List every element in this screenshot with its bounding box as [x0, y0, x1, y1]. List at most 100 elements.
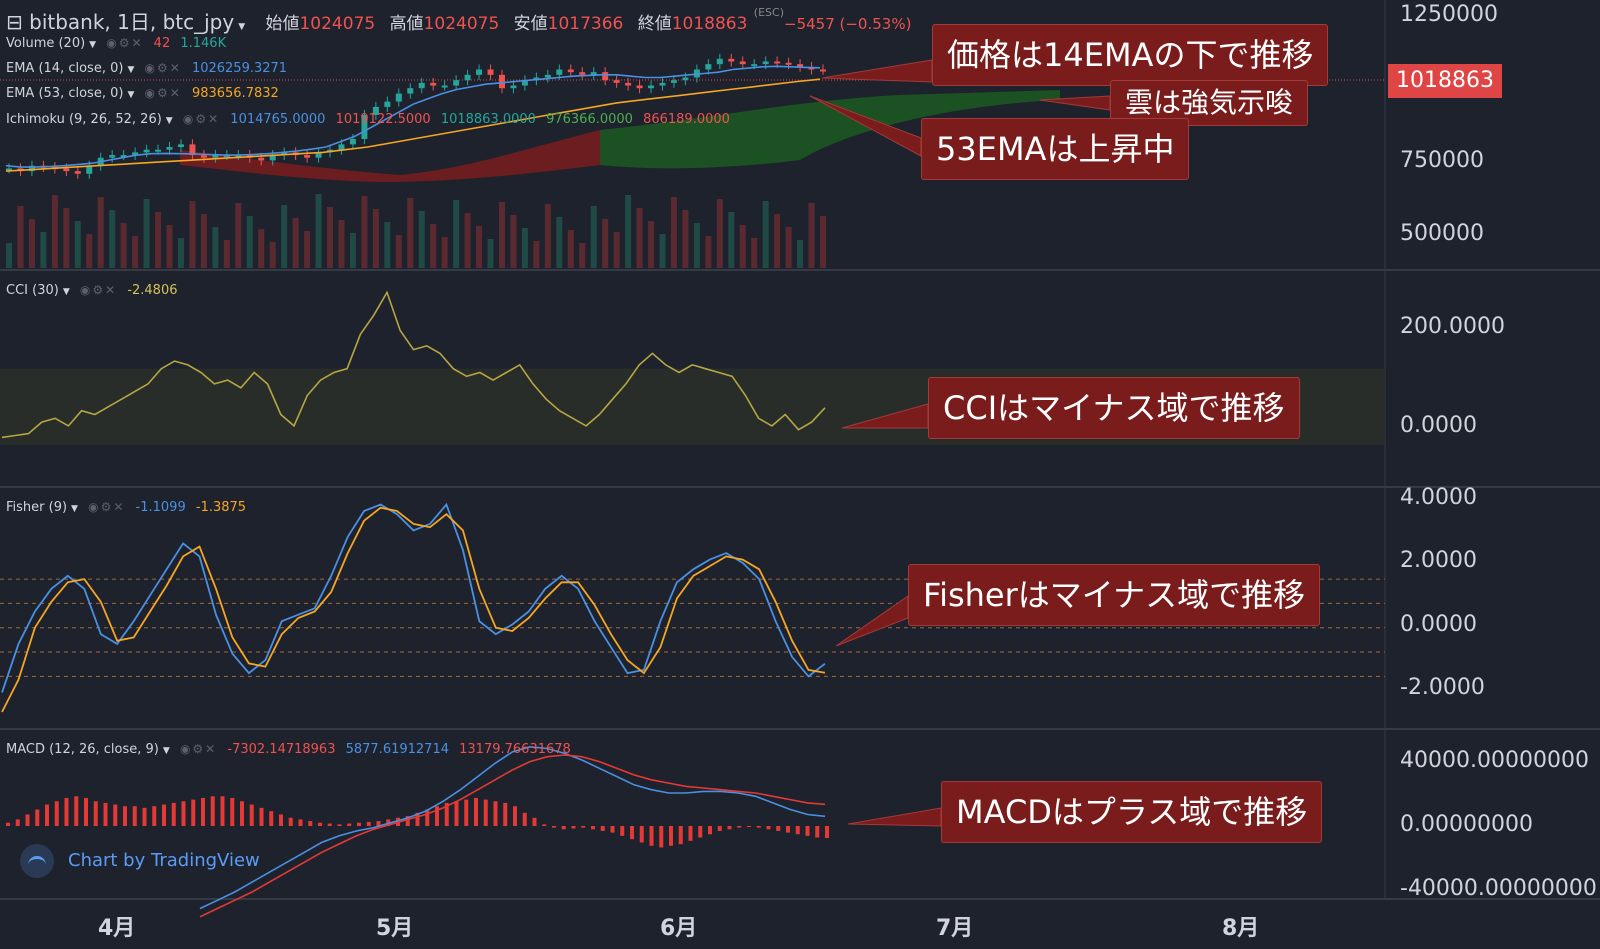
volume-bar	[17, 206, 24, 268]
chevron-down-icon[interactable]: ▼	[127, 90, 135, 100]
candle-body	[86, 165, 93, 174]
candle-body	[281, 152, 288, 156]
candle-body	[762, 61, 769, 65]
volume-bar	[625, 195, 632, 268]
settings-icons[interactable]: ◉⚙✕	[106, 36, 144, 50]
chevron-down-icon[interactable]: ▼	[71, 504, 78, 514]
change-value: −5457 (−0.53%)	[784, 15, 912, 33]
legend-value: -1.3875	[195, 500, 247, 515]
candle-body	[785, 62, 792, 65]
settings-icons[interactable]: ◉⚙✕	[179, 742, 218, 756]
candle-body	[648, 85, 655, 89]
volume-bar	[693, 223, 700, 268]
legend-value: 1019122.5000	[335, 112, 431, 127]
chevron-down-icon[interactable]: ▼	[89, 40, 97, 50]
ichimoku-legend[interactable]: Ichimoku (9, 26, 52, 26) ▼ ◉⚙✕ 1014765.00…	[6, 112, 730, 127]
volume-bar	[74, 221, 81, 268]
candle-body	[189, 144, 196, 156]
candle-body	[441, 85, 448, 88]
symbol-legend[interactable]: ⊟ bitbank, 1日, btc_jpy ▼ 始値1024075 高値1024…	[6, 6, 911, 35]
volume-bar	[166, 225, 173, 268]
x-tick-label: 5月	[376, 916, 414, 941]
macd-histogram-bar	[415, 812, 420, 826]
settings-icons[interactable]: ◉⚙✕	[88, 500, 126, 514]
chevron-down-icon[interactable]: ▼	[238, 22, 246, 32]
macd-histogram-bar	[357, 822, 361, 826]
volume-bar	[464, 213, 471, 268]
macd-legend[interactable]: MACD (12, 26, close, 9) ▼ ◉⚙✕ -7302.14718…	[6, 742, 571, 757]
settings-icons[interactable]: ◉⚙✕	[182, 112, 221, 126]
macd-histogram-bar	[279, 814, 283, 826]
ichimoku-cloud-bear	[180, 130, 600, 182]
macd-histogram-bar	[54, 801, 59, 826]
macd-histogram-bar	[727, 826, 732, 830]
ema14-legend[interactable]: EMA (14, close, 0) ▼ ◉⚙✕ 1026259.3271	[6, 61, 287, 76]
x-tick-label: 7月	[936, 916, 974, 941]
tradingview-branding[interactable]: Chart by TradingView	[20, 844, 260, 878]
candle-body	[177, 144, 184, 148]
volume-legend[interactable]: Volume (20) ▼ ◉⚙✕ 42 1.146K	[6, 36, 226, 51]
volume-bar	[613, 232, 620, 268]
candle-body	[109, 155, 116, 158]
macd-histogram-bar	[747, 826, 751, 827]
candle-body	[590, 72, 597, 75]
volume-bar	[223, 240, 230, 268]
fisher-legend[interactable]: Fisher (9) ▼ ◉⚙✕ -1.1099 -1.3875	[6, 500, 246, 515]
candle-body	[521, 80, 528, 86]
macd-histogram-bar	[220, 796, 225, 826]
volume-bar	[636, 208, 643, 268]
ichimoku-cloud-bull	[600, 90, 1060, 169]
macd-histogram-bar	[210, 796, 215, 826]
volume-bar	[533, 241, 540, 268]
candle-body	[774, 61, 781, 64]
candle-body	[453, 80, 460, 86]
settings-icons[interactable]: ◉⚙✕	[144, 86, 182, 100]
y-tick-label: 0.0000	[1400, 612, 1477, 637]
y-tick-label: 40000.00000000	[1400, 748, 1589, 773]
candle-body	[74, 171, 81, 174]
macd-histogram-bar	[669, 826, 673, 846]
y-tick-label: 200.0000	[1400, 314, 1505, 339]
macd-histogram-bar	[737, 826, 742, 828]
macd-histogram-bar	[123, 806, 127, 826]
settings-icons[interactable]: ◉⚙✕	[144, 61, 182, 75]
macd-histogram-bar	[425, 809, 430, 826]
legend-value: -1.1099	[135, 500, 186, 515]
low-label: 安値	[513, 14, 548, 34]
macd-histogram-bar	[649, 826, 654, 846]
macd-histogram-bar	[542, 824, 547, 826]
macd-histogram-bar	[766, 826, 771, 830]
macd-histogram-bar	[464, 799, 469, 826]
cci-legend[interactable]: CCI (30) ▼ ◉⚙✕ -2.4806	[6, 283, 178, 298]
volume-bar	[258, 229, 265, 268]
legend-value: 1014765.0000	[230, 112, 326, 127]
volume-bar	[441, 237, 448, 268]
legend-value: 1018863.0000	[440, 112, 536, 127]
macd-histogram-bar	[152, 806, 157, 826]
volume-bar	[28, 219, 35, 268]
legend-value: 42	[153, 36, 171, 51]
volume-bar	[246, 216, 253, 268]
settings-icons[interactable]: ◉⚙✕	[79, 283, 118, 297]
volume-bar	[155, 212, 162, 268]
chevron-down-icon[interactable]: ▼	[127, 65, 135, 75]
volume-bar	[63, 208, 70, 268]
macd-histogram-bar	[230, 797, 235, 826]
volume-bar	[40, 232, 47, 268]
chevron-down-icon[interactable]: ▼	[165, 116, 173, 126]
candle-body	[223, 155, 230, 158]
macd-histogram-bar	[337, 824, 342, 826]
volume-bar	[338, 220, 345, 268]
ema53-legend[interactable]: EMA (53, close, 0) ▼ ◉⚙✕ 983656.7832	[6, 86, 279, 101]
chevron-down-icon[interactable]: ▼	[62, 287, 70, 297]
fisher-trigger-line	[1, 506, 826, 713]
macd-histogram-bar	[600, 826, 605, 831]
chevron-down-icon[interactable]: ▼	[162, 746, 170, 756]
candle-body	[510, 85, 517, 89]
candle-body	[200, 155, 207, 158]
candle-body	[6, 168, 12, 171]
volume-bar	[498, 202, 505, 268]
macd-histogram-bar	[591, 826, 595, 830]
collapse-icon[interactable]: ⊟	[6, 10, 23, 34]
